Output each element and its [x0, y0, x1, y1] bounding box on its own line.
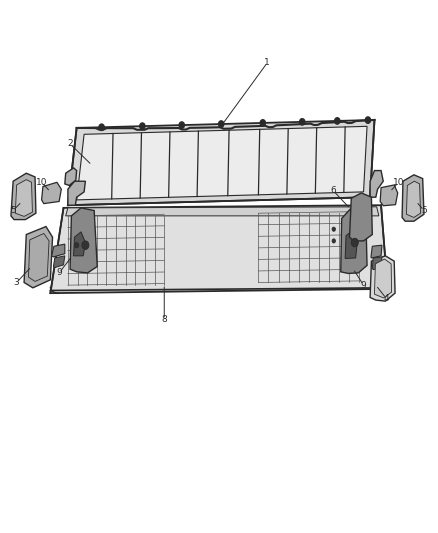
Circle shape [260, 120, 265, 126]
Text: 10: 10 [36, 178, 47, 187]
Circle shape [179, 122, 184, 128]
Text: 2: 2 [67, 140, 73, 148]
Polygon shape [68, 181, 85, 205]
Polygon shape [68, 120, 374, 205]
Circle shape [332, 239, 336, 243]
Polygon shape [28, 233, 49, 281]
Polygon shape [374, 259, 392, 298]
Polygon shape [50, 205, 388, 293]
Polygon shape [66, 207, 379, 216]
Polygon shape [70, 208, 97, 273]
Polygon shape [11, 173, 36, 220]
Polygon shape [380, 185, 398, 206]
Text: 9: 9 [56, 269, 62, 277]
Circle shape [219, 121, 224, 127]
Polygon shape [24, 227, 53, 288]
Polygon shape [402, 175, 424, 221]
Polygon shape [53, 256, 65, 268]
Text: 9: 9 [360, 281, 367, 289]
Polygon shape [341, 209, 367, 273]
Polygon shape [15, 180, 32, 216]
Polygon shape [370, 256, 395, 301]
Polygon shape [65, 168, 77, 185]
Circle shape [82, 241, 89, 249]
Circle shape [335, 118, 340, 124]
Text: 3: 3 [14, 278, 20, 287]
Circle shape [140, 123, 145, 130]
Polygon shape [345, 230, 357, 259]
Circle shape [300, 119, 305, 125]
Polygon shape [77, 126, 367, 200]
Polygon shape [42, 182, 61, 204]
Polygon shape [74, 232, 85, 256]
Circle shape [365, 117, 371, 123]
Circle shape [332, 227, 336, 231]
Polygon shape [52, 244, 65, 257]
Text: 5: 5 [10, 206, 16, 215]
Text: 4: 4 [384, 294, 389, 303]
Polygon shape [371, 245, 382, 258]
Text: 8: 8 [161, 316, 167, 324]
Polygon shape [370, 171, 383, 197]
Circle shape [351, 238, 358, 247]
Text: 5: 5 [421, 206, 427, 215]
Polygon shape [350, 193, 372, 241]
Text: 1: 1 [264, 59, 270, 67]
Circle shape [74, 243, 79, 248]
Text: 6: 6 [330, 186, 336, 195]
Polygon shape [372, 257, 382, 270]
Circle shape [99, 124, 104, 131]
Polygon shape [406, 181, 420, 217]
Text: 10: 10 [393, 178, 404, 187]
